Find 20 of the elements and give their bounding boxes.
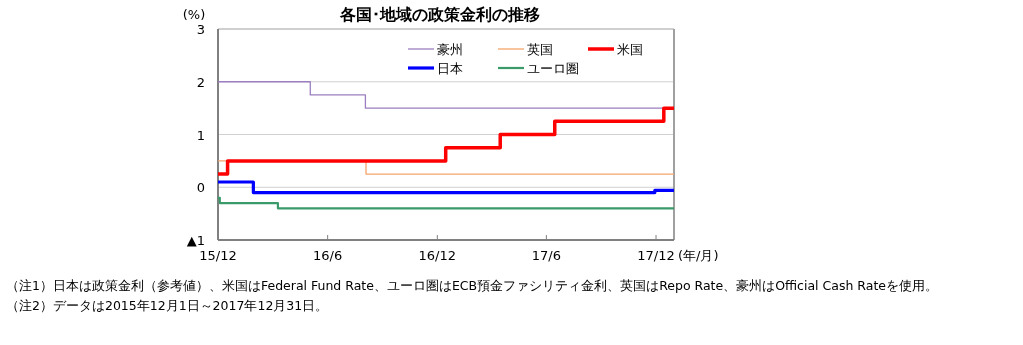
text: （注2）データは2015年12月1日～2017年12月31日。 [6, 298, 329, 313]
x-tick-label: 17/12 [637, 248, 675, 263]
y-tick-label: 3 [196, 22, 205, 37]
x-tick-label: 15/12 [199, 248, 237, 263]
y-tick-label: 0 [196, 180, 205, 196]
y-tick-label: ▲1 [186, 233, 205, 248]
legend-label: 英国 [527, 42, 553, 57]
x-axis-title: (年/月) [678, 248, 719, 263]
text: （注1）日本は政策金利（参考値）、米国はFederal Fund Rate、ユーロ圏はECB預金ファシリティ金利、英国はRepo Rate、豪州はOfficial Cash Rateを使用。 [6, 278, 939, 293]
y-tick-label: 2 [196, 74, 205, 90]
x-tick-label: 17/6 [531, 248, 561, 263]
x-tick-label: 16/12 [418, 248, 457, 263]
legend-label: 日本 [437, 61, 463, 76]
y-tick-label: 1 [196, 127, 205, 143]
legend-label: 豪州 [437, 42, 463, 57]
legend-label: ユーロ圏 [527, 61, 579, 76]
x-tick-label: 16/6 [313, 248, 343, 263]
y-axis-title: (%) [182, 7, 206, 22]
legend-label: 米国 [617, 42, 643, 57]
chart-title: 各国･地域の政策金利の推移 [339, 5, 540, 24]
